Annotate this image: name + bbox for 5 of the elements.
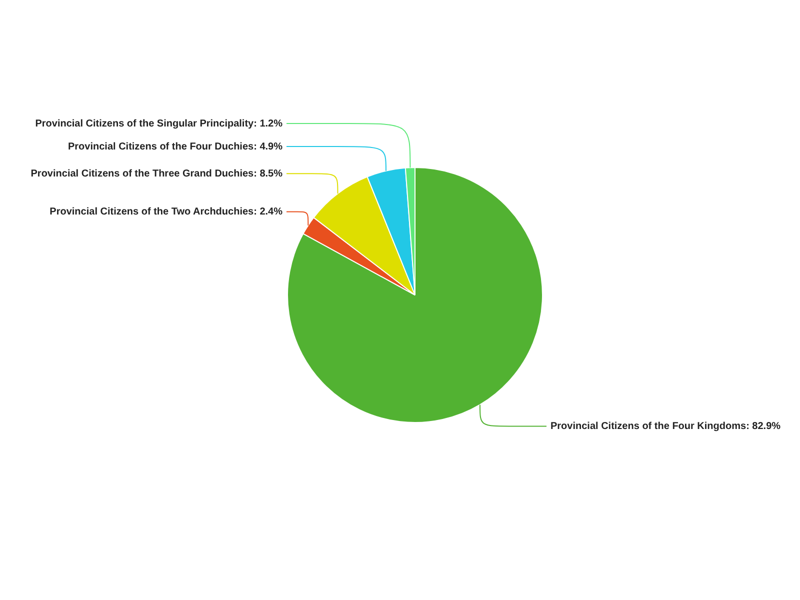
slice-label: Provincial Citizens of the Two Archduchies: 2.4% (50, 206, 283, 218)
slice-label: Provincial Citizens of the Four Duchies: 4.9% (68, 141, 283, 152)
slice-label: Provincial Citizens of the Four Kingdoms: 82.9% (550, 420, 781, 432)
slice-label: Provincial Citizens of the Singular Principality: 1.2% (35, 118, 283, 130)
slice-label: Provincial Citizens of the Three Grand Duchies: 8.5% (30, 168, 283, 180)
